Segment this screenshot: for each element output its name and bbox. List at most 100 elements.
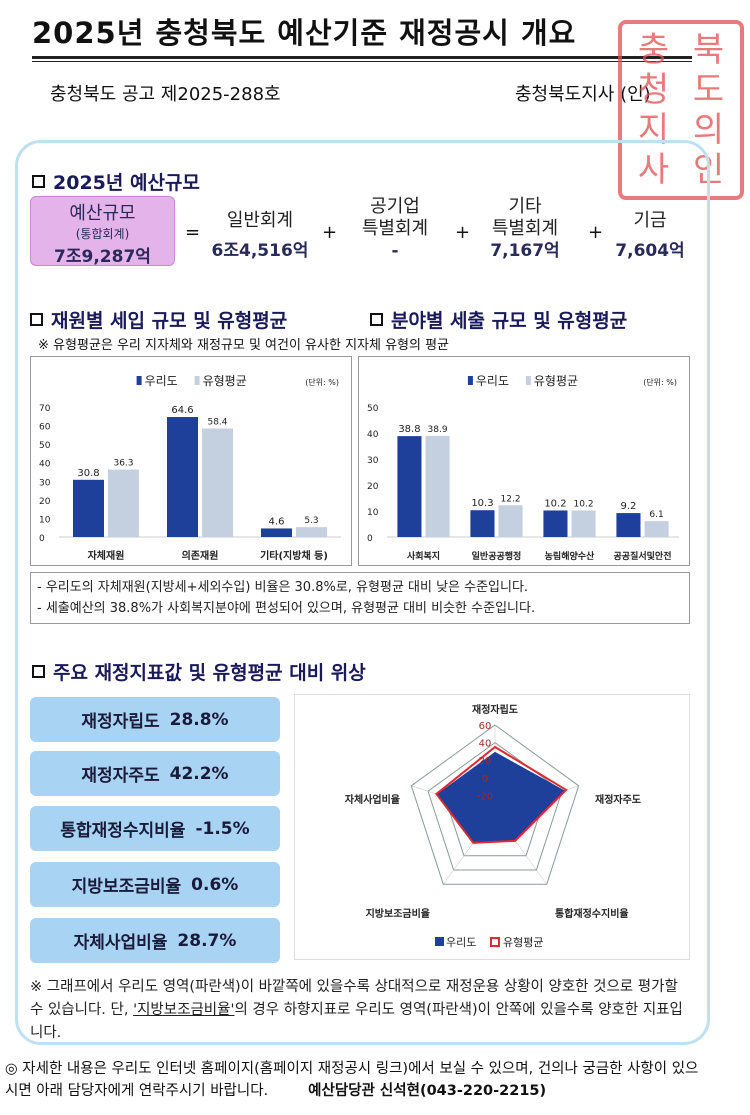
legend-swatch <box>194 376 200 385</box>
plus-sign: + <box>588 222 604 243</box>
bar-type-average <box>202 428 234 537</box>
page-title: 2025년 충청북도 예산기준 재정공시 개요 <box>32 16 577 50</box>
indicator-label: 자체사업비율 <box>73 933 168 953</box>
y-tick-label: 40 <box>367 430 379 440</box>
footnote-text: 의 경우 하향지표로 우리도 영역(파란색)이 안쪽에 있을수록 양호한 지표입… <box>30 1002 683 1041</box>
budget-enterprise: 공기업 특별회계 - <box>340 196 450 262</box>
indicator-value: 42.2% <box>169 763 229 784</box>
legend-swatch <box>525 376 531 385</box>
footnote-text: ※ 그래프에서 우리도 영역(파란색)이 바깥쪽에 있을수록 상대적으로 재정운… <box>30 979 678 1018</box>
legend-swatch <box>467 376 473 385</box>
bar-type-average <box>571 510 596 537</box>
label: 특별회계 <box>491 218 559 239</box>
content-panel <box>15 140 710 1045</box>
y-tick-label: 50 <box>39 441 51 451</box>
title-underline <box>32 56 692 62</box>
bar-our-province <box>543 510 568 537</box>
bar-our-province <box>166 417 198 537</box>
legend-label: 우리도 <box>476 374 509 388</box>
total-budget-value: 7조9,287억 <box>54 247 151 267</box>
x-category-label: 자체재원 <box>88 549 125 562</box>
indicator-label: 통합재정수지비율 <box>60 821 186 841</box>
label: 특별회계 <box>361 218 429 239</box>
indicator-pill: 지방보조금비율 0.6% <box>30 862 280 907</box>
label: 일반회계 <box>226 210 294 231</box>
y-tick-label: 50 <box>367 404 379 414</box>
bar-data-label: 4.6 <box>269 516 285 527</box>
bar-type-average <box>296 527 328 537</box>
bar-data-label: 36.3 <box>113 459 133 469</box>
legend-swatch <box>435 937 444 946</box>
bar-data-label: 10.3 <box>471 498 493 509</box>
label: 기금 <box>633 210 667 231</box>
bar-type-average <box>108 469 140 537</box>
bar-type-average <box>425 435 450 537</box>
y-tick-label: 60 <box>39 423 51 433</box>
indicator-label: 지방보조금비율 <box>71 877 182 897</box>
indicator-pill: 재정자립도 28.8% <box>30 697 280 742</box>
bar-our-province <box>470 510 495 537</box>
radar-axis-label: 자체사업비율 <box>345 793 400 806</box>
y-tick-label: 40 <box>39 460 51 470</box>
bar-data-label: 10.2 <box>574 499 594 509</box>
section-title-text: 분야별 세출 규모 및 유형평균 <box>391 310 628 332</box>
radar-series-type-average <box>435 745 568 844</box>
y-tick-label: 70 <box>39 404 51 414</box>
radar-tick-label: 0 <box>482 774 488 785</box>
bar-type-average <box>644 521 669 537</box>
legend-label: 우리도 <box>446 936 476 949</box>
label: 기타 <box>508 196 542 217</box>
unit-label: (단위: %) <box>305 377 339 387</box>
y-tick-label: 0 <box>39 534 45 544</box>
footnote-underlined: '지방보조금비율' <box>133 1002 235 1018</box>
bar-data-label: 5.3 <box>304 516 318 526</box>
indicator-value: -1.5% <box>195 818 250 839</box>
equals-sign: = <box>185 222 201 243</box>
legend-label: 유형평균 <box>534 374 578 388</box>
budget-general: 일반회계 6조4,516억 <box>205 210 315 262</box>
radar-gridline <box>410 724 580 885</box>
bar-data-label: 38.8 <box>398 424 420 435</box>
indicator-value: 28.8% <box>169 709 229 730</box>
y-tick-label: 10 <box>367 508 379 518</box>
budget-other-special: 기타 특별회계 7,167억 <box>470 196 580 262</box>
indicator-label: 재정자립도 <box>81 712 160 732</box>
bar-data-label: 58.4 <box>207 418 227 428</box>
x-category-label: 공공질서및안전 <box>614 550 672 562</box>
x-category-label: 사회복지 <box>407 550 440 562</box>
label: 공기업 <box>370 196 420 217</box>
unit-label: (단위: %) <box>643 377 677 387</box>
y-tick-label: 30 <box>367 456 379 466</box>
value: 7,604억 <box>615 241 685 261</box>
bar-our-province <box>260 528 292 537</box>
legend-swatch <box>136 376 142 385</box>
radar-axis-label: 재정자립도 <box>472 703 518 716</box>
section-title-text: 재원별 세입 규모 및 유형평균 <box>51 310 288 332</box>
bar-our-province <box>72 479 104 537</box>
revenue-section-title: 재원별 세입 규모 및 유형평균 <box>30 306 287 333</box>
total-budget-sub: (통합회계) <box>75 227 130 241</box>
contact-person: 예산담당관 신석현(043-220-2215) <box>308 1083 547 1099</box>
x-category-label: 일반공공행정 <box>472 550 522 562</box>
summary-line: - 우리도의 자체재원(지방세+세외수입) 비율은 30.8%로, 유형평균 대… <box>37 580 529 595</box>
bar-our-province <box>616 513 641 537</box>
budget-section-title: 2025년 예산규모 <box>32 168 200 195</box>
x-category-label: 의존재원 <box>182 549 219 562</box>
budget-fund: 기금 7,604억 <box>605 210 695 262</box>
bar-data-label: 10.2 <box>544 498 566 509</box>
indicator-pill: 재정자주도 42.2% <box>30 751 280 796</box>
radar-footnote: ※ 그래프에서 우리도 영역(파란색)이 바깥쪽에 있을수록 상대적으로 재정운… <box>30 976 690 1045</box>
radar-tick-label: 40 <box>479 739 492 750</box>
indicator-value: 28.7% <box>177 930 237 951</box>
indicators-section-title: 주요 재정지표값 및 유형평균 대비 위상 <box>32 658 366 685</box>
radar-tick-label: -20 <box>477 791 493 802</box>
bar-data-label: 64.6 <box>171 405 193 416</box>
y-tick-label: 20 <box>367 482 379 492</box>
y-tick-label: 30 <box>39 478 51 488</box>
expense-bar-chart: 0 10 20 30 40 50 38.8 38.9 사회복지 10.3 12.2 일반공공행정 10.… <box>358 356 690 566</box>
plus-sign: + <box>322 222 338 243</box>
bar-data-label: 12.2 <box>501 494 521 504</box>
total-budget-box: 예산규모 (통합회계) 7조9,287억 <box>30 196 175 267</box>
